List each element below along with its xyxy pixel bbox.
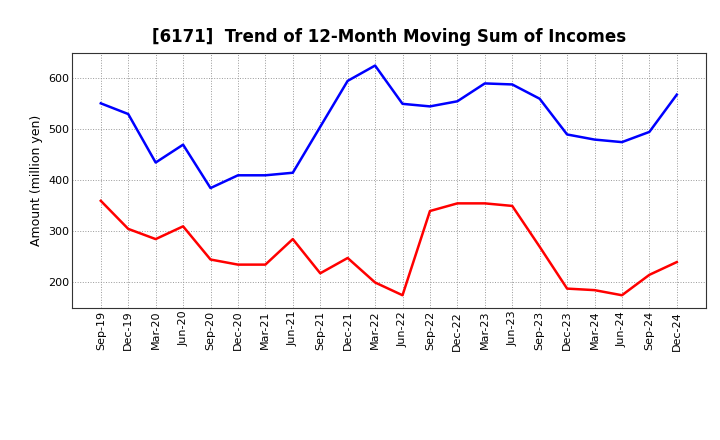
Net Income: [233, 262, 242, 267]
Net Income: [645, 272, 654, 278]
Net Income: [261, 262, 270, 267]
Net Income: [536, 244, 544, 249]
Ordinary Income: [508, 82, 516, 87]
Ordinary Income: [618, 139, 626, 145]
Net Income: [179, 224, 187, 229]
Line: Net Income: Net Income: [101, 201, 677, 295]
Ordinary Income: [343, 78, 352, 84]
Ordinary Income: [536, 96, 544, 101]
Ordinary Income: [426, 104, 434, 109]
Ordinary Income: [398, 101, 407, 106]
Ordinary Income: [590, 137, 599, 142]
Net Income: [316, 271, 325, 276]
Y-axis label: Amount (million yen): Amount (million yen): [30, 115, 42, 246]
Net Income: [343, 255, 352, 260]
Ordinary Income: [206, 185, 215, 191]
Ordinary Income: [563, 132, 572, 137]
Ordinary Income: [96, 101, 105, 106]
Ordinary Income: [316, 124, 325, 129]
Net Income: [426, 209, 434, 214]
Ordinary Income: [124, 111, 132, 117]
Net Income: [371, 280, 379, 285]
Net Income: [453, 201, 462, 206]
Ordinary Income: [453, 99, 462, 104]
Ordinary Income: [371, 63, 379, 68]
Net Income: [480, 201, 489, 206]
Net Income: [151, 236, 160, 242]
Ordinary Income: [179, 142, 187, 147]
Ordinary Income: [645, 129, 654, 135]
Net Income: [398, 293, 407, 298]
Ordinary Income: [672, 92, 681, 97]
Ordinary Income: [480, 81, 489, 86]
Net Income: [618, 293, 626, 298]
Ordinary Income: [151, 160, 160, 165]
Net Income: [563, 286, 572, 291]
Net Income: [96, 198, 105, 203]
Ordinary Income: [233, 172, 242, 178]
Title: [6171]  Trend of 12-Month Moving Sum of Incomes: [6171] Trend of 12-Month Moving Sum of I…: [152, 28, 626, 46]
Ordinary Income: [289, 170, 297, 176]
Line: Ordinary Income: Ordinary Income: [101, 66, 677, 188]
Net Income: [590, 287, 599, 293]
Net Income: [672, 260, 681, 265]
Net Income: [206, 257, 215, 262]
Net Income: [289, 236, 297, 242]
Ordinary Income: [261, 172, 270, 178]
Net Income: [508, 203, 516, 209]
Net Income: [124, 226, 132, 231]
